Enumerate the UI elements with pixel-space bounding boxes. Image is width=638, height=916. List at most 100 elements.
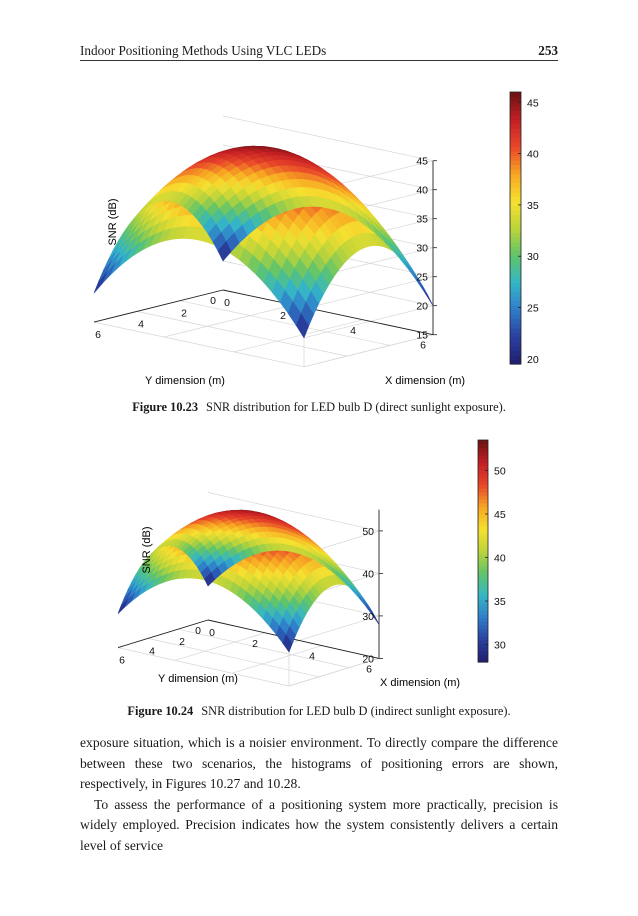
running-head: Indoor Positioning Methods Using VLC LED… (80, 40, 558, 61)
x-grid-line (179, 300, 391, 346)
colorbar-segment (478, 458, 488, 463)
colorbar-segment (510, 173, 521, 179)
colorbar-segment (510, 160, 521, 166)
colorbar-segment (510, 350, 521, 356)
surface-patch (403, 259, 418, 282)
y-tick-label: 0 (195, 625, 201, 637)
z-axis-label: SNR (dB) (141, 526, 153, 573)
colorbar-frame (477, 439, 489, 663)
colorbar-tick-label: 45 (494, 509, 506, 521)
colorbar-segment (478, 613, 488, 619)
page-number: 253 (538, 43, 558, 58)
colorbar-segment (478, 610, 488, 615)
colorbar-tick-label: 35 (494, 596, 506, 608)
y-tick-label: 6 (366, 663, 372, 675)
x-grid-line (117, 647, 290, 687)
colorbar-segment (510, 250, 521, 256)
colorbar-segment (510, 305, 521, 311)
colorbar-segment (478, 495, 488, 500)
colorbar-segment (510, 268, 521, 274)
colorbar-segment (510, 246, 521, 252)
colorbar-segment (478, 502, 488, 508)
colorbar-segment (478, 554, 488, 559)
colorbar-segment (478, 591, 488, 596)
x-tick-label: 6 (95, 329, 101, 341)
colorbar-segment (478, 539, 488, 545)
y-grid-line (231, 645, 323, 674)
colorbar-segment (510, 223, 521, 229)
colorbar-segment (478, 569, 488, 574)
colorbar-segment (478, 628, 488, 633)
surface-patch (217, 241, 232, 262)
colorbar-segment (510, 359, 521, 365)
colorbar-segment (478, 443, 488, 448)
colorbar-segment (510, 296, 521, 302)
colorbar-segment (478, 632, 488, 637)
colorbar-segment (510, 341, 521, 347)
colorbar-segment (510, 128, 521, 134)
colorbar-segment (478, 480, 488, 485)
colorbar-segment (478, 599, 488, 604)
colorbar-segment (510, 141, 521, 147)
colorbar-segment (478, 636, 488, 641)
colorbar-tick-label: 30 (527, 251, 539, 263)
y-grid-line (174, 632, 266, 661)
colorbar-segment (478, 477, 488, 482)
x-tick-label: 2 (181, 308, 187, 320)
colorbar-segment (478, 595, 488, 600)
colorbar-segment (510, 187, 521, 193)
colorbar-segment (478, 565, 488, 571)
colorbar-segment (478, 510, 488, 515)
figure-caption: Figure 10.23 SNR distribution for LED bul… (80, 400, 558, 415)
colorbar-segment (510, 196, 521, 202)
colorbar-tick-label: 35 (527, 200, 539, 212)
colorbar-segment (478, 617, 488, 622)
z-tick-label: 30 (416, 243, 428, 255)
colorbar-segment (478, 580, 488, 585)
colorbar-segment (478, 654, 488, 659)
colorbar-segment (510, 150, 521, 157)
colorbar-segment (478, 584, 488, 589)
colorbar-segment (478, 506, 488, 511)
paragraph: To assess the performance of a positioni… (80, 796, 558, 853)
colorbar-segment (510, 327, 521, 333)
z-tick-label: 30 (362, 611, 374, 623)
y-tick-label: 4 (309, 651, 315, 663)
y-grid-line (233, 319, 364, 353)
colorbar-segment (478, 602, 488, 608)
colorbar-frame (509, 91, 522, 365)
z-tick-label: 40 (362, 568, 374, 580)
axis-line (93, 289, 224, 323)
y-tick-label: 6 (420, 340, 426, 352)
colorbar-segment (478, 499, 488, 504)
z-tick-label: 50 (362, 526, 374, 538)
colorbar-segment (478, 562, 488, 567)
colorbar-segment (510, 200, 521, 206)
colorbar-segment (478, 491, 488, 497)
surface-patch (93, 271, 108, 294)
colorbar-tick-label: 50 (494, 465, 506, 477)
colorbar-segment (478, 469, 488, 474)
figure-10-23: 0 2 4 6 0 2 4 6 15 20 25 30 35 40 45 SNR (dB) X dimensio… (80, 82, 560, 422)
colorbar-segment (478, 639, 488, 645)
colorbar-segment (510, 277, 521, 283)
z-tick-label: 20 (416, 301, 428, 313)
x-tick-label: 0 (209, 627, 215, 639)
colorbar-segment (510, 232, 521, 238)
colorbar-segment (478, 547, 488, 552)
colorbar-segment (510, 241, 521, 247)
caption-label: Figure 10.23 (132, 400, 199, 414)
colorbar-segment (510, 119, 521, 125)
colorbar-segment (478, 525, 488, 530)
axis-line (117, 619, 209, 649)
z-axis-label: SNR (dB) (107, 198, 119, 245)
colorbar-segment (510, 255, 521, 261)
colorbar-segment (510, 191, 521, 197)
colorbar-segment (478, 588, 488, 593)
colorbar-segment (478, 528, 488, 534)
caption-text: SNR distribution for LED bulb D (indirec… (201, 704, 511, 718)
colorbar-segment (478, 543, 488, 548)
colorbar-segment (478, 551, 488, 556)
